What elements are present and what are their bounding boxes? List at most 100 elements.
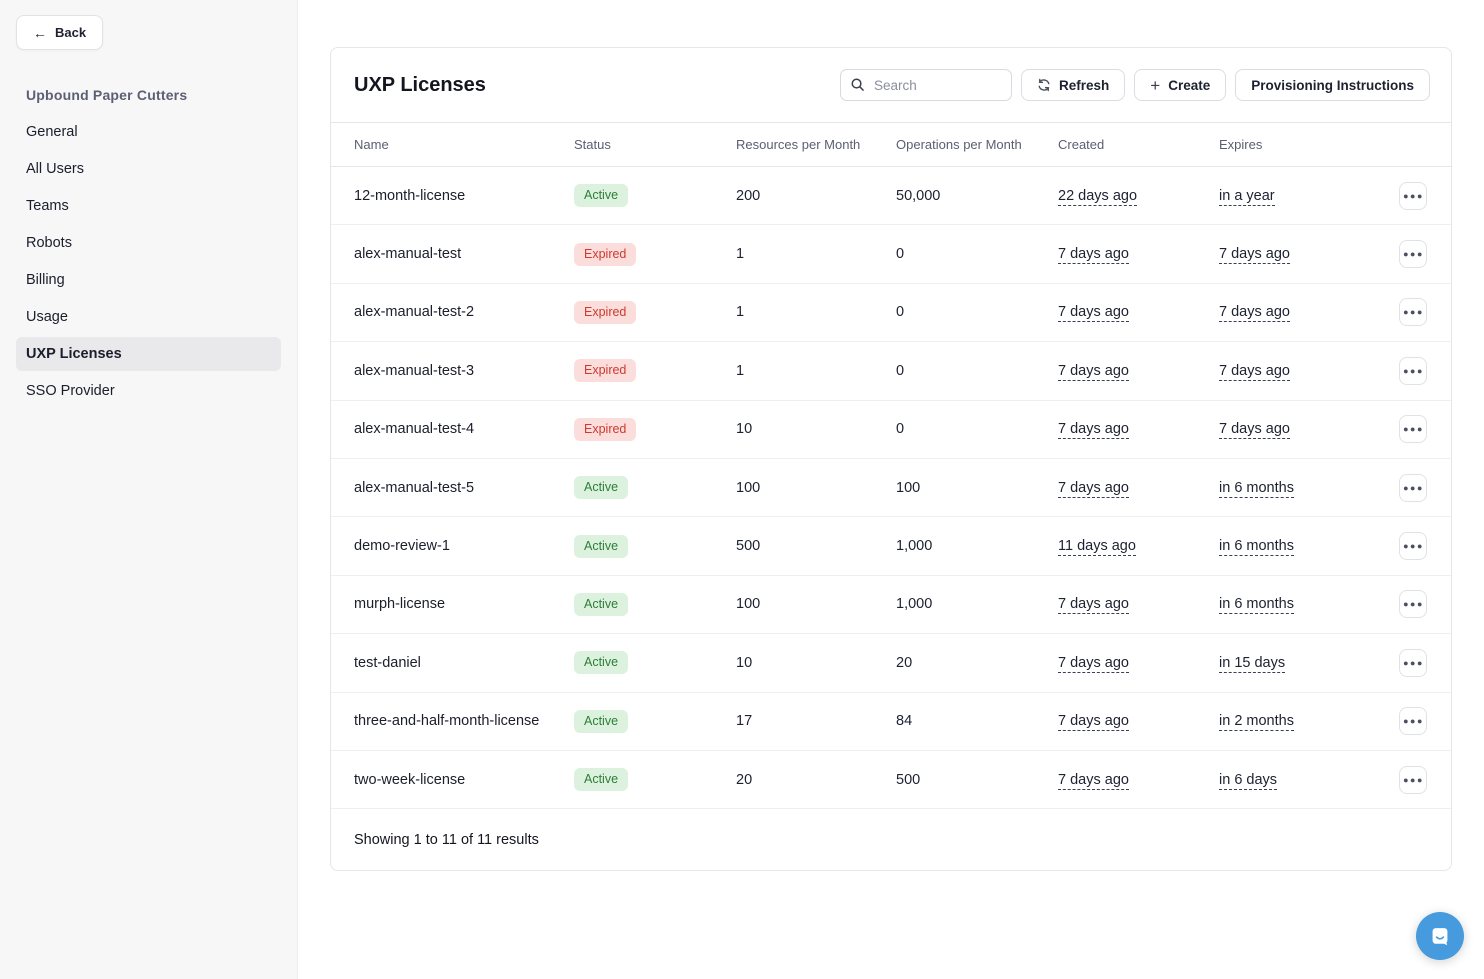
license-name: three-and-half-month-license	[354, 713, 540, 730]
expires-date: in 2 months	[1219, 713, 1294, 732]
license-name: alex-manual-test-4	[354, 421, 475, 438]
resources-per-month: 200	[736, 187, 761, 204]
license-name: alex-manual-test-3	[354, 362, 475, 379]
status-badge: Expired	[574, 417, 637, 441]
operations-per-month: 1,000	[896, 538, 933, 555]
card-header: UXP Licenses	[331, 48, 1451, 123]
refresh-button-label: Refresh	[1058, 77, 1110, 93]
provisioning-instructions-button[interactable]: Provisioning Instructions	[1235, 69, 1430, 101]
back-button-label: Back	[55, 25, 87, 40]
operations-per-month: 50,000	[896, 187, 941, 204]
row-actions-button[interactable]: ●●●	[1399, 532, 1427, 561]
sidebar: ← Back Upbound Paper Cutters General All…	[0, 0, 298, 979]
status-badge: Active	[574, 476, 629, 500]
created-date: 7 days ago	[1058, 362, 1129, 381]
refresh-button[interactable]: Refresh	[1020, 69, 1126, 101]
sidebar-item-uxp-licenses[interactable]: UXP Licenses	[16, 337, 281, 371]
created-date: 11 days ago	[1058, 538, 1136, 557]
resources-per-month: 100	[736, 479, 761, 496]
table-row: alex-manual-test-2 Expired 1 0 7 days ag…	[331, 284, 1451, 343]
chat-launcher-button[interactable]	[1416, 912, 1464, 960]
results-summary: Showing 1 to 11 of 11 results	[354, 831, 539, 848]
column-header-resources: Resources per Month	[736, 137, 861, 152]
status-badge: Expired	[574, 359, 637, 383]
column-header-status: Status	[574, 137, 611, 152]
status-badge: Active	[574, 709, 629, 733]
resources-per-month: 10	[736, 654, 753, 671]
back-button[interactable]: ← Back	[16, 15, 104, 50]
operations-per-month: 100	[896, 479, 921, 496]
search-input[interactable]	[839, 69, 1012, 101]
back-arrow-icon: ←	[33, 24, 47, 41]
license-name: alex-manual-test-5	[354, 479, 475, 496]
row-actions-button[interactable]: ●●●	[1399, 707, 1427, 736]
status-badge: Expired	[574, 242, 637, 266]
license-name: two-week-license	[354, 771, 466, 788]
resources-per-month: 100	[736, 596, 761, 613]
ellipsis-icon: ●●●	[1403, 249, 1424, 260]
expires-date: in 15 days	[1219, 654, 1286, 673]
status-badge: Active	[574, 592, 629, 616]
ellipsis-icon: ●●●	[1403, 599, 1424, 610]
operations-per-month: 500	[896, 771, 921, 788]
sidebar-item-general[interactable]: General	[26, 124, 78, 140]
table-row: alex-manual-test Expired 1 0 7 days ago …	[331, 225, 1451, 284]
sidebar-item-usage[interactable]: Usage	[26, 309, 68, 325]
operations-per-month: 1,000	[896, 596, 933, 613]
refresh-icon	[1037, 78, 1051, 92]
expires-date: in a year	[1219, 187, 1275, 206]
chat-bubble-icon	[1427, 923, 1453, 949]
sidebar-item-billing[interactable]: Billing	[26, 272, 65, 288]
table-footer: Showing 1 to 11 of 11 results	[331, 809, 1451, 870]
created-date: 7 days ago	[1058, 421, 1129, 440]
column-header-name: Name	[354, 137, 389, 152]
row-actions-button[interactable]: ●●●	[1399, 415, 1427, 444]
resources-per-month: 1	[736, 304, 745, 321]
row-actions-button[interactable]: ●●●	[1399, 765, 1427, 794]
ellipsis-icon: ●●●	[1403, 774, 1424, 785]
resources-per-month: 10	[736, 421, 753, 438]
resources-per-month: 17	[736, 713, 753, 730]
license-name: murph-license	[354, 596, 446, 613]
row-actions-button[interactable]: ●●●	[1399, 590, 1427, 619]
table-row: demo-review-1 Active 500 1,000 11 days a…	[331, 517, 1451, 576]
row-actions-button[interactable]: ●●●	[1399, 181, 1427, 210]
page-title: UXP Licenses	[354, 73, 486, 96]
created-date: 22 days ago	[1058, 187, 1138, 206]
resources-per-month: 500	[736, 538, 761, 555]
create-button[interactable]: + Create	[1134, 69, 1227, 101]
expires-date: 7 days ago	[1219, 421, 1290, 440]
sidebar-item-robots[interactable]: Robots	[26, 235, 72, 251]
operations-per-month: 0	[896, 362, 905, 379]
sidebar-item-teams[interactable]: Teams	[26, 198, 69, 214]
row-actions-button[interactable]: ●●●	[1399, 356, 1427, 385]
created-date: 7 days ago	[1058, 596, 1129, 615]
sidebar-item-sso-provider[interactable]: SSO Provider	[26, 383, 115, 399]
sidebar-item-all-users[interactable]: All Users	[26, 161, 85, 177]
resources-per-month: 20	[736, 771, 753, 788]
ellipsis-icon: ●●●	[1403, 716, 1424, 727]
status-badge: Active	[574, 184, 629, 208]
expires-date: in 6 days	[1219, 771, 1278, 790]
row-actions-button[interactable]: ●●●	[1399, 240, 1427, 269]
column-header-created: Created	[1058, 137, 1105, 152]
expires-date: 7 days ago	[1219, 246, 1290, 265]
row-actions-button[interactable]: ●●●	[1399, 648, 1427, 677]
created-date: 7 days ago	[1058, 246, 1129, 265]
column-header-operations: Operations per Month	[896, 137, 1022, 152]
create-button-label: Create	[1168, 77, 1211, 93]
row-actions-button[interactable]: ●●●	[1399, 298, 1427, 327]
table-row: test-daniel Active 10 20 7 days ago in 1…	[331, 634, 1451, 693]
created-date: 7 days ago	[1058, 479, 1129, 498]
row-actions-button[interactable]: ●●●	[1399, 473, 1427, 502]
table-row: alex-manual-test-4 Expired 10 0 7 days a…	[331, 401, 1451, 459]
status-badge: Active	[574, 534, 629, 558]
search-box	[839, 69, 1012, 101]
ellipsis-icon: ●●●	[1403, 657, 1424, 668]
operations-per-month: 0	[896, 421, 905, 438]
licenses-card: UXP Licenses	[330, 47, 1452, 872]
org-name: Upbound Paper Cutters	[26, 87, 188, 103]
operations-per-month: 20	[896, 654, 913, 671]
sidebar-nav: General All Users Teams Robots Billing U…	[16, 115, 281, 411]
